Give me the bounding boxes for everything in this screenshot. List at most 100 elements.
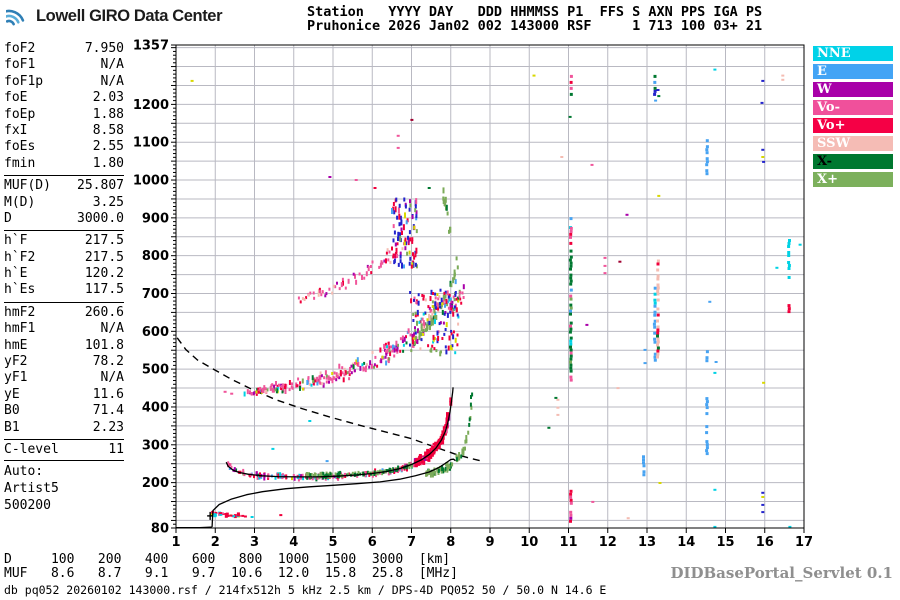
svg-text:15: 15 xyxy=(716,535,734,550)
param-label: h`Es xyxy=(4,282,36,298)
param-row-foep: foEp 1.88 xyxy=(4,107,124,123)
param-value: 3.25 xyxy=(92,194,124,210)
param-value: 260.6 xyxy=(84,304,124,320)
station-header-row2: Pruhonice 2026 Jan02 002 143000 RSF 1 71… xyxy=(307,18,763,34)
svg-text:200: 200 xyxy=(142,476,169,491)
param-value: 1.88 xyxy=(92,106,124,122)
param-label: D xyxy=(4,210,12,226)
param-value: 101.8 xyxy=(84,337,124,353)
svg-text:400: 400 xyxy=(142,400,169,415)
param-label: h`E xyxy=(4,266,28,282)
legend-item-ssw: SSW xyxy=(813,136,893,151)
muf-row: MUF 8.6 8.7 9.1 9.7 10.6 12.0 15.8 25.8 … xyxy=(4,565,458,581)
param-row-mufd: MUF(D) 25.807 xyxy=(4,178,124,194)
param-row-b0: B0 71.4 xyxy=(4,403,124,419)
svg-text:900: 900 xyxy=(142,211,169,226)
svg-text:13: 13 xyxy=(638,535,656,550)
param-row-md: M(D) 3.25 xyxy=(4,195,124,211)
param-row-hes: h`Es 117.5 xyxy=(4,282,124,298)
d-row: D 100 200 400 600 800 1000 1500 3000 [km… xyxy=(4,552,451,567)
param-row-ye: yE 11.6 xyxy=(4,387,124,403)
legend-item-vo: Vo- xyxy=(813,100,893,115)
param-label: MUF(D) xyxy=(4,178,51,194)
param-label: hmF2 xyxy=(4,304,36,320)
legend-item-x: X+ xyxy=(813,172,893,187)
param-value: 7.950 xyxy=(84,41,124,56)
svg-text:800: 800 xyxy=(142,249,169,264)
param-row-he: h`E 120.2 xyxy=(4,266,124,282)
svg-text:7: 7 xyxy=(407,535,416,550)
param-row-fxi: fxI 8.58 xyxy=(4,123,124,139)
svg-text:3: 3 xyxy=(250,535,259,550)
auto-line-0: Auto: xyxy=(4,464,44,480)
param-group-2: h`F 217.5 h`F2 217.5 h`E 120.2 h`Es 117.5 xyxy=(4,230,124,299)
param-row-hf2: h`F2 217.5 xyxy=(4,250,124,266)
svg-text:9: 9 xyxy=(485,535,494,550)
param-value: N/A xyxy=(100,73,124,89)
param-label: foF1 xyxy=(4,57,36,73)
param-value: 3000.0 xyxy=(77,210,124,226)
param-label: hmE xyxy=(4,337,28,353)
auto-line-2: 500200 xyxy=(4,497,51,513)
svg-text:300: 300 xyxy=(142,438,169,453)
logo-text: Lowell GIRO Data Center xyxy=(36,6,223,25)
param-row-hmf2: hmF2 260.6 xyxy=(4,305,124,321)
svg-text:1357: 1357 xyxy=(133,39,169,54)
param-label: fxI xyxy=(4,122,28,138)
svg-text:6: 6 xyxy=(368,535,377,550)
d-muf-table: D 100 200 400 600 800 1000 1500 3000 [km… xyxy=(4,553,458,580)
giro-logo[interactable]: Lowell GIRO Data Center xyxy=(6,3,222,29)
param-row-yf2: yF2 78.2 xyxy=(4,354,124,370)
param-group-3: hmF2 260.6 hmF1 N/A hmE 101.8 yF2 78.2 yF1 N/A yE 1… xyxy=(4,301,124,436)
param-value: 8.58 xyxy=(92,122,124,138)
param-label: foF1p xyxy=(4,73,44,89)
param-row-b1: B1 2.23 xyxy=(4,420,124,436)
param-group-1: MUF(D) 25.807 M(D) 3.25 D 3000.0 xyxy=(4,175,124,227)
station-header: Station YYYY DAY DDD HHMMSS P1 FFS S AXN… xyxy=(307,5,762,33)
svg-text:1200: 1200 xyxy=(133,98,169,113)
legend-item-vo: Vo+ xyxy=(813,118,893,133)
svg-text:1000: 1000 xyxy=(133,174,169,189)
param-row-hf: h`F 217.5 xyxy=(4,233,124,249)
param-value: 120.2 xyxy=(84,266,124,282)
svg-text:2: 2 xyxy=(211,535,220,550)
param-value: 117.5 xyxy=(84,282,124,298)
parameter-panel: foF2 7.950 foF1 N/A foF1p N/A foE 2.03 foEp 1.88 f… xyxy=(4,41,124,515)
param-label: M(D) xyxy=(4,194,36,210)
svg-text:11: 11 xyxy=(559,535,577,550)
svg-text:1: 1 xyxy=(171,535,180,550)
legend-item-e: E xyxy=(813,64,893,79)
param-value: 1.80 xyxy=(92,155,124,171)
svg-text:5: 5 xyxy=(328,535,337,550)
param-row-fof1p: foF1p N/A xyxy=(4,74,124,90)
param-row-d: D 3000.0 xyxy=(4,211,124,227)
svg-text:600: 600 xyxy=(142,325,169,340)
svg-text:500: 500 xyxy=(142,363,169,378)
param-label: C-level xyxy=(4,441,59,457)
param-label: h`F xyxy=(4,233,28,249)
param-value: 78.2 xyxy=(92,354,124,370)
param-value: 71.4 xyxy=(92,403,124,419)
svg-text:80: 80 xyxy=(151,522,169,537)
svg-text:10: 10 xyxy=(520,535,538,550)
station-header-row1: Station YYYY DAY DDD HHMMSS P1 FFS S AXN… xyxy=(307,4,763,20)
param-row-yf1: yF1 N/A xyxy=(4,370,124,386)
param-label: yE xyxy=(4,386,20,402)
param-value: 2.55 xyxy=(92,139,124,155)
legend-item-w: W xyxy=(813,82,893,97)
param-group-0: foF2 7.950 foF1 N/A foF1p N/A foE 2.03 foEp 1.88 f… xyxy=(4,41,124,172)
param-value: N/A xyxy=(100,57,124,73)
svg-text:700: 700 xyxy=(142,287,169,302)
svg-text:14: 14 xyxy=(677,535,695,550)
param-label: foF2 xyxy=(4,41,36,56)
param-value: N/A xyxy=(100,370,124,386)
param-row-hmf1: hmF1 N/A xyxy=(4,321,124,337)
param-value: 217.5 xyxy=(84,249,124,265)
param-label: yF2 xyxy=(4,354,28,370)
param-label: fmin xyxy=(4,155,36,171)
echo-direction-legend: NNE E W Vo- Vo+ SSW X- X+ xyxy=(813,46,893,190)
auto-line-1: Artist5 xyxy=(4,481,59,497)
servlet-version-label: DIDBasePortal_Servlet 0.1 xyxy=(670,564,893,582)
param-row-fmin: fmin 1.80 xyxy=(4,156,124,172)
param-value: 217.5 xyxy=(84,233,124,249)
